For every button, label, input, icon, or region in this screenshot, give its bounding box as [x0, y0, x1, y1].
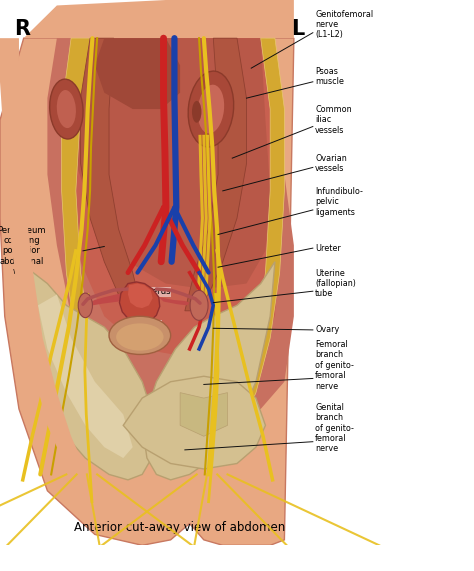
Polygon shape: [142, 262, 275, 480]
Ellipse shape: [188, 71, 234, 147]
Text: Ovarian
vessels: Ovarian vessels: [315, 154, 347, 173]
Polygon shape: [128, 284, 153, 308]
Polygon shape: [71, 38, 270, 289]
Text: Left
pelvis: Left pelvis: [196, 195, 221, 214]
Text: alamy: alamy: [19, 552, 61, 565]
Polygon shape: [24, 0, 294, 38]
Text: Ureter: Ureter: [315, 244, 341, 252]
Polygon shape: [123, 376, 265, 469]
Text: Peritoneum
covering
posterior
abdominal
wall: Peritoneum covering posterior abdominal …: [0, 226, 46, 276]
Polygon shape: [119, 282, 160, 323]
Ellipse shape: [190, 291, 208, 320]
Polygon shape: [185, 38, 246, 311]
Text: Infundibulo-
pelvic
ligaments: Infundibulo- pelvic ligaments: [315, 187, 363, 216]
Text: Uterus: Uterus: [142, 287, 171, 296]
Ellipse shape: [192, 101, 201, 123]
Text: Bladder: Bladder: [128, 320, 161, 329]
Polygon shape: [19, 262, 156, 480]
Polygon shape: [62, 38, 280, 360]
Ellipse shape: [198, 85, 224, 134]
Polygon shape: [180, 393, 228, 436]
Text: Femoral
branch
of genito-
femoral
nerve: Femoral branch of genito- femoral nerve: [315, 340, 354, 391]
Polygon shape: [0, 38, 294, 545]
Polygon shape: [0, 38, 85, 469]
Polygon shape: [159, 297, 190, 305]
Polygon shape: [62, 38, 118, 415]
Text: L: L: [292, 19, 305, 39]
Ellipse shape: [50, 79, 83, 139]
Ellipse shape: [78, 293, 92, 317]
Text: Psoas
muscle: Psoas muscle: [315, 67, 344, 86]
Text: Ovary: Ovary: [315, 325, 339, 335]
Polygon shape: [38, 295, 133, 458]
Text: Anterior cut-away view of abdomen: Anterior cut-away view of abdomen: [74, 521, 286, 534]
Ellipse shape: [57, 90, 76, 128]
Polygon shape: [81, 38, 142, 311]
Polygon shape: [232, 38, 284, 415]
Polygon shape: [95, 38, 180, 109]
Ellipse shape: [116, 323, 164, 351]
Text: Genital
branch
of genito-
femoral
nerve: Genital branch of genito- femoral nerve: [315, 403, 354, 453]
Polygon shape: [47, 38, 294, 415]
Text: Common
iliac
vessels: Common iliac vessels: [315, 105, 352, 135]
Text: Genitofemoral
nerve
(L1-L2): Genitofemoral nerve (L1-L2): [315, 10, 374, 39]
Polygon shape: [90, 293, 122, 305]
Text: Uterine
(fallopian)
tube: Uterine (fallopian) tube: [315, 269, 356, 299]
Text: Left
kidney: Left kidney: [171, 116, 199, 135]
Ellipse shape: [109, 316, 171, 355]
Text: R: R: [14, 19, 30, 39]
